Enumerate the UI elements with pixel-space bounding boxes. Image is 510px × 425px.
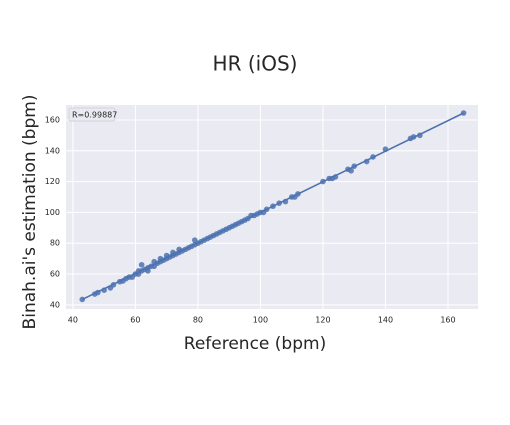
- y-tick-label: 120: [45, 177, 60, 186]
- x-tick-label: 80: [193, 316, 203, 325]
- point: [145, 268, 151, 274]
- point: [276, 200, 282, 206]
- y-tick-label: 100: [45, 208, 60, 217]
- x-tick-label: 60: [130, 316, 140, 325]
- point: [101, 287, 107, 294]
- point: [110, 282, 117, 288]
- x-axis-label: Reference (bpm): [184, 334, 326, 354]
- x-tick-label: 140: [378, 316, 393, 325]
- y-tick-label: 80: [50, 239, 60, 248]
- point: [410, 134, 417, 140]
- annotation: R=0.99887: [72, 111, 117, 120]
- point: [295, 191, 301, 197]
- x-tick-label: 40: [68, 316, 78, 325]
- point: [370, 154, 376, 160]
- point: [382, 146, 389, 153]
- point: [363, 158, 370, 165]
- point: [263, 206, 270, 213]
- x-tick-label: 100: [253, 316, 268, 325]
- y-tick-label: 60: [50, 270, 60, 279]
- point: [332, 174, 339, 180]
- point: [95, 289, 101, 296]
- x-tick-label: 120: [315, 316, 330, 325]
- point: [138, 261, 145, 268]
- point: [351, 163, 358, 169]
- y-tick-label: 160: [45, 115, 60, 124]
- marks: [79, 110, 467, 303]
- point: [348, 167, 354, 174]
- y-axis-label: Binah.ai's estimation (bpm): [20, 95, 40, 330]
- point: [270, 203, 276, 210]
- point: [320, 178, 326, 185]
- point: [79, 296, 86, 303]
- y-tick-label: 40: [50, 300, 60, 309]
- point: [460, 110, 467, 116]
- annotation-box: [68, 107, 116, 122]
- chart-title: HR (iOS): [213, 52, 298, 76]
- point: [282, 198, 289, 205]
- x-tick-label: 160: [440, 316, 455, 325]
- point: [417, 132, 423, 139]
- y-tick-label: 140: [45, 146, 60, 155]
